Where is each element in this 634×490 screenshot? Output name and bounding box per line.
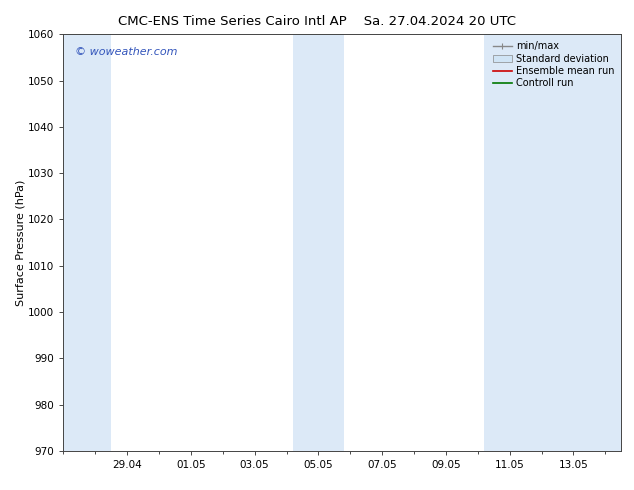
Bar [293, 34, 344, 451]
Legend: min/max, Standard deviation, Ensemble mean run, Controll run: min/max, Standard deviation, Ensemble me… [491, 39, 616, 90]
Bar [484, 34, 621, 451]
Bar [63, 34, 111, 451]
Y-axis label: Surface Pressure (hPa): Surface Pressure (hPa) [15, 179, 25, 306]
Text: © woweather.com: © woweather.com [75, 47, 177, 57]
Text: CMC-ENS Time Series Cairo Intl AP    Sa. 27.04.2024 20 UTC: CMC-ENS Time Series Cairo Intl AP Sa. 27… [118, 15, 516, 28]
